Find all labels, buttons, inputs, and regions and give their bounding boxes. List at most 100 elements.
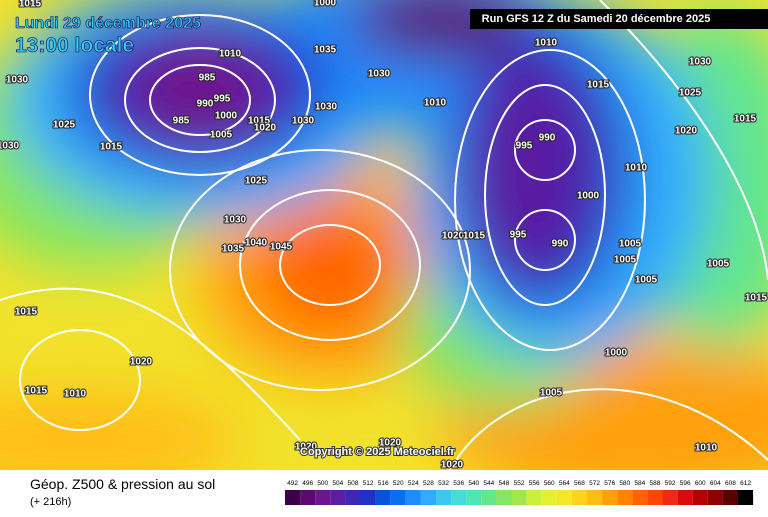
colorbar: 492 496 500 504 508 512 516 520 524 528 532 536 540 5… xyxy=(285,480,754,505)
colorbar-tick-label: 572 xyxy=(589,480,600,487)
isobar-label: 995 xyxy=(214,94,231,105)
colorbar-tick-label: 524 xyxy=(408,480,419,487)
colorbar-swatch xyxy=(647,490,663,505)
colorbar-tick-label: 612 xyxy=(740,480,751,487)
isobar-label: 1010 xyxy=(219,49,242,60)
isobar-label: 995 xyxy=(516,141,533,152)
isobar-label: 1015 xyxy=(463,231,486,242)
colorbar-swatch xyxy=(677,490,693,505)
colorbar-swatch xyxy=(722,490,738,505)
isobar-label: 1000 xyxy=(577,191,600,202)
colorbar-tick-label: 504 xyxy=(332,480,343,487)
isobar-label: 1020 xyxy=(254,123,277,134)
colorbar-tick-label: 532 xyxy=(438,480,449,487)
colorbar-tick-label: 544 xyxy=(483,480,494,487)
colorbar-tick-label: 584 xyxy=(634,480,645,487)
isobar-label: 1030 xyxy=(689,57,712,68)
colorbar-tick-label: 568 xyxy=(574,480,585,487)
isobar-label: 1035 xyxy=(222,244,245,255)
colorbar-tick-label: 548 xyxy=(499,480,510,487)
colorbar-swatch xyxy=(375,490,391,505)
colorbar-swatch xyxy=(315,490,331,505)
colorbar-swatch xyxy=(481,490,497,505)
colorbar-swatch xyxy=(632,490,648,505)
isobar-label: 1010 xyxy=(424,98,447,109)
colorbar-tick-label: 536 xyxy=(453,480,464,487)
colorbar-swatch xyxy=(345,490,361,505)
isobar-label: 1015 xyxy=(19,0,42,10)
isobar-label: 990 xyxy=(197,99,214,110)
isobar-label: 1025 xyxy=(245,176,268,187)
isobar-label: 985 xyxy=(173,116,190,127)
isobar-label: 1020 xyxy=(675,126,698,137)
isobars xyxy=(0,0,768,470)
isobar-label: 1035 xyxy=(314,45,337,56)
time-label: 13:00 locale xyxy=(15,34,134,57)
isobar-label: 1000 xyxy=(314,0,337,9)
isobar-label: 1020 xyxy=(295,442,318,453)
run-label: Run GFS 12 Z du Samedi 20 décembre 2025 xyxy=(482,13,711,25)
isobar-label: 1030 xyxy=(6,75,29,86)
colorbar-tick-label: 492 xyxy=(287,480,298,487)
isobar-label: 990 xyxy=(539,133,556,144)
isobar-label: 1000 xyxy=(605,348,628,359)
isobar-label: 1015 xyxy=(734,114,757,125)
colorbar-tick-label: 540 xyxy=(468,480,479,487)
isobar-label: 1015 xyxy=(15,307,38,318)
colorbar-tick-label: 516 xyxy=(378,480,389,487)
isobar-label: 1005 xyxy=(635,275,658,286)
isobar-label: 1025 xyxy=(679,88,702,99)
colorbar-swatch xyxy=(285,490,301,505)
colorbar-swatch xyxy=(526,490,542,505)
colorbar-tick-label: 576 xyxy=(604,480,615,487)
colorbar-tick-label: 496 xyxy=(302,480,313,487)
colorbar-swatch xyxy=(617,490,633,505)
colorbar-tick-label: 520 xyxy=(393,480,404,487)
colorbar-swatch xyxy=(556,490,572,505)
colorbar-swatch xyxy=(738,490,754,505)
colorbar-swatch xyxy=(390,490,406,505)
colorbar-tick-label: 508 xyxy=(348,480,359,487)
colorbar-swatch xyxy=(587,490,603,505)
isobar-label: 1030 xyxy=(292,116,315,127)
footer-title: Géop. Z500 & pression au sol xyxy=(30,476,215,492)
colorbar-tick-label: 512 xyxy=(363,480,374,487)
colorbar-tick-label: 552 xyxy=(514,480,525,487)
isobar-label: 1010 xyxy=(64,389,87,400)
colorbar-swatch xyxy=(571,490,587,505)
colorbar-swatch xyxy=(707,490,723,505)
isobar-label: 1000 xyxy=(215,111,238,122)
isobar-label: 1010 xyxy=(695,443,718,454)
isobar-label: 995 xyxy=(510,230,527,241)
isobar-label: 1020 xyxy=(130,357,153,368)
isobar-label: 1015 xyxy=(25,386,48,397)
colorbar-tick-label: 588 xyxy=(650,480,661,487)
colorbar-swatch xyxy=(511,490,527,505)
isobar-label: 1015 xyxy=(587,80,610,91)
colorbar-swatch xyxy=(405,490,421,505)
colorbar-swatch xyxy=(541,490,557,505)
isobar-label: 1015 xyxy=(100,142,123,153)
isobar-label: 1020 xyxy=(379,438,402,449)
isobar-label: 1010 xyxy=(625,163,648,174)
colorbar-tick-label: 580 xyxy=(619,480,630,487)
colorbar-swatch xyxy=(330,490,346,505)
isobar-label: 1015 xyxy=(248,116,271,127)
copyright: Copyright © 2025 Meteociel.fr xyxy=(300,446,456,458)
isobar-label: 1030 xyxy=(0,141,20,152)
colorbar-swatch xyxy=(420,490,436,505)
isobar-label: 1020 xyxy=(441,460,464,471)
colorbar-swatch xyxy=(602,490,618,505)
isobar-label: 1020 xyxy=(442,231,465,242)
colorbar-swatch xyxy=(300,490,316,505)
colorbar-tick-label: 608 xyxy=(725,480,736,487)
colorbar-swatch xyxy=(466,490,482,505)
colorbar-tick-label: 564 xyxy=(559,480,570,487)
colorbar-swatch xyxy=(496,490,512,505)
isobar-label: 990 xyxy=(552,239,569,250)
colorbar-swatch xyxy=(451,490,467,505)
isobar-label: 1045 xyxy=(270,242,293,253)
isobar-label: 1030 xyxy=(315,102,338,113)
isobar-label: 1040 xyxy=(245,238,268,249)
